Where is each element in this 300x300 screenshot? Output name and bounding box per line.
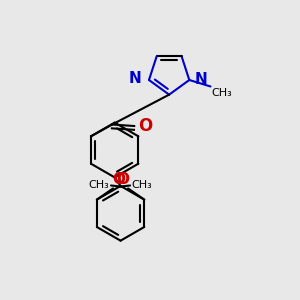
Text: O: O [138,117,153,135]
Text: CH₃: CH₃ [132,181,152,190]
Text: CH₃: CH₃ [212,88,232,98]
Text: N: N [195,72,207,87]
Text: CH₃: CH₃ [89,181,110,190]
Text: O: O [116,172,129,187]
Text: N: N [129,71,142,86]
Text: O: O [112,172,125,187]
